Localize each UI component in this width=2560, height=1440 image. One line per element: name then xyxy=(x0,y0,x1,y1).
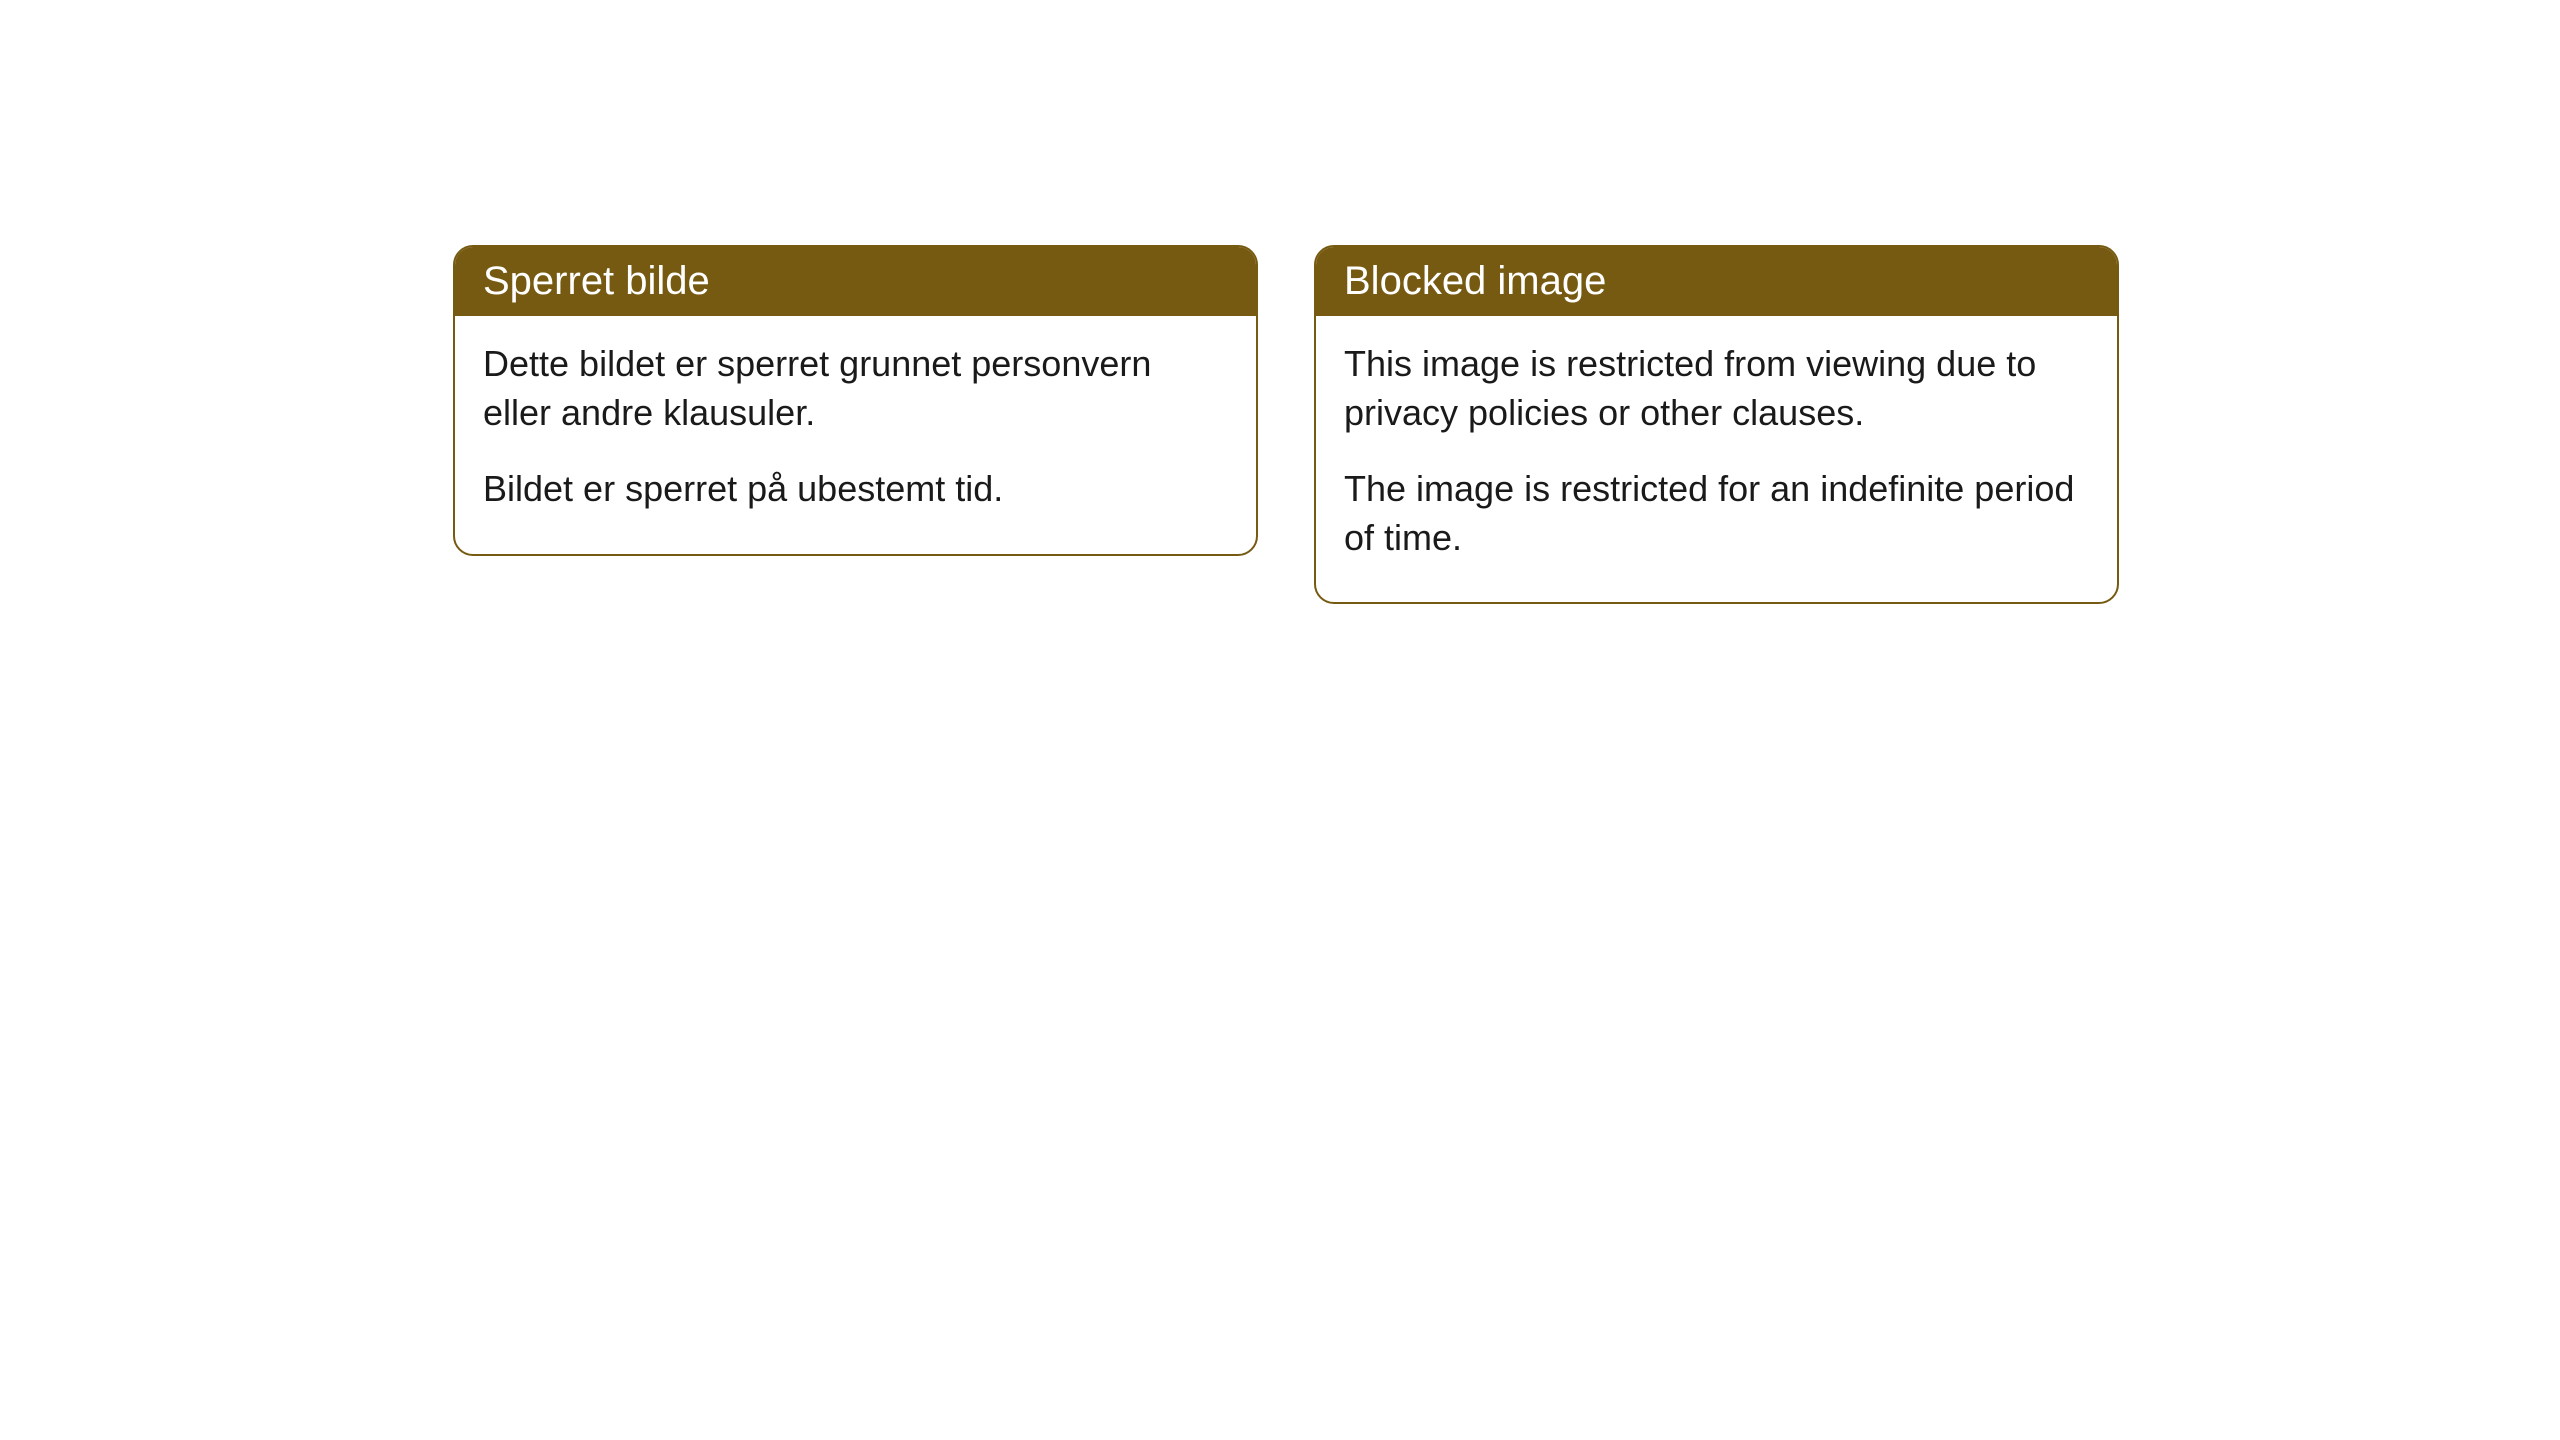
card-paragraph: Bildet er sperret på ubestemt tid. xyxy=(483,465,1228,514)
blocked-image-card-english: Blocked image This image is restricted f… xyxy=(1314,245,2119,604)
card-header: Blocked image xyxy=(1316,247,2117,316)
card-title: Blocked image xyxy=(1344,259,1606,303)
card-paragraph: Dette bildet er sperret grunnet personve… xyxy=(483,340,1228,437)
card-body: Dette bildet er sperret grunnet personve… xyxy=(455,316,1256,554)
card-paragraph: The image is restricted for an indefinit… xyxy=(1344,465,2089,562)
blocked-image-card-norwegian: Sperret bilde Dette bildet er sperret gr… xyxy=(453,245,1258,556)
card-body: This image is restricted from viewing du… xyxy=(1316,316,2117,602)
card-title: Sperret bilde xyxy=(483,259,710,303)
card-paragraph: This image is restricted from viewing du… xyxy=(1344,340,2089,437)
card-header: Sperret bilde xyxy=(455,247,1256,316)
